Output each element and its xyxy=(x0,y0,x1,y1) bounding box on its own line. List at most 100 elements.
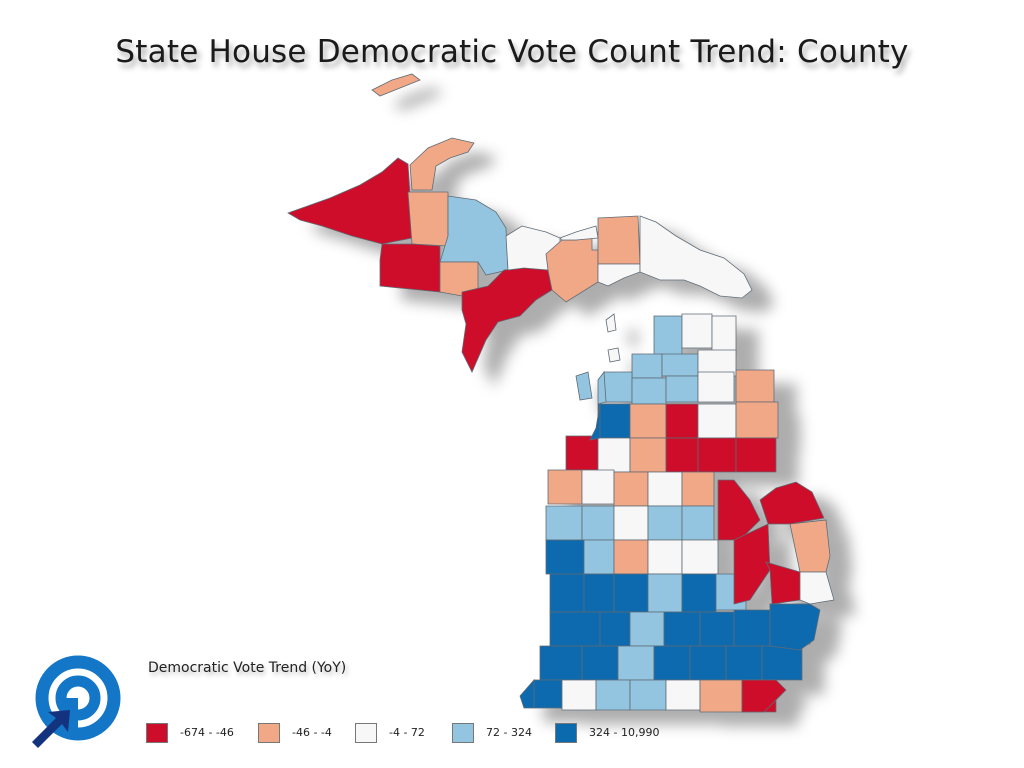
county xyxy=(595,679,631,711)
county xyxy=(765,561,801,605)
county xyxy=(799,571,835,605)
county xyxy=(681,313,713,349)
county xyxy=(549,573,585,613)
county xyxy=(697,437,737,473)
legend-title: Democratic Vote Trend (YoY) xyxy=(148,660,347,676)
county xyxy=(647,471,683,507)
legend-label: -674 - -46 xyxy=(180,726,234,739)
county xyxy=(581,505,615,541)
county xyxy=(697,371,735,403)
county xyxy=(725,645,763,681)
county xyxy=(597,263,641,287)
county xyxy=(639,215,753,299)
county xyxy=(761,645,803,681)
county xyxy=(681,505,715,541)
county xyxy=(539,645,583,681)
county xyxy=(789,519,831,573)
county xyxy=(629,437,667,473)
county xyxy=(699,611,735,647)
county xyxy=(647,505,683,541)
county xyxy=(613,573,649,613)
legend-label: 324 - 10,990 xyxy=(589,726,660,739)
county xyxy=(545,505,583,541)
county xyxy=(733,523,771,605)
county xyxy=(575,371,593,401)
county xyxy=(681,539,719,575)
county xyxy=(613,471,649,507)
county xyxy=(653,645,691,681)
legend-swatch xyxy=(355,723,377,743)
county xyxy=(733,609,771,647)
county xyxy=(697,403,737,439)
upper-peninsula xyxy=(287,73,753,373)
county xyxy=(599,611,631,647)
legend-swatch xyxy=(555,723,577,743)
county xyxy=(631,353,663,379)
county xyxy=(603,371,633,403)
county xyxy=(597,370,607,405)
lower-peninsula xyxy=(519,313,835,713)
county xyxy=(547,469,583,505)
county xyxy=(661,353,699,377)
county xyxy=(371,73,421,97)
county xyxy=(735,369,775,403)
county xyxy=(681,471,715,507)
county xyxy=(759,481,825,525)
county xyxy=(689,645,727,681)
circular-arrow-logo xyxy=(32,655,121,748)
county xyxy=(665,375,699,403)
county xyxy=(605,313,617,333)
map-title: State House Democratic Vote Count Trend:… xyxy=(115,34,909,70)
county xyxy=(581,469,615,505)
county xyxy=(617,645,655,681)
county xyxy=(629,403,667,439)
legend-swatch xyxy=(452,723,474,743)
county xyxy=(559,225,599,241)
county xyxy=(583,539,615,575)
county xyxy=(613,505,649,541)
county xyxy=(439,195,509,276)
county xyxy=(741,679,787,713)
county xyxy=(769,603,821,651)
county xyxy=(735,401,779,439)
county xyxy=(629,611,665,647)
legend-swatch xyxy=(258,723,280,743)
county xyxy=(607,347,621,363)
county xyxy=(549,611,601,647)
county xyxy=(631,377,667,405)
legend-swatch xyxy=(146,723,168,743)
county xyxy=(597,437,631,473)
county xyxy=(699,679,743,713)
legend-label: -4 - 72 xyxy=(389,726,425,739)
county xyxy=(597,403,631,439)
county xyxy=(581,645,619,681)
county xyxy=(647,539,683,575)
county xyxy=(665,679,701,711)
county xyxy=(597,215,641,265)
county xyxy=(545,539,585,575)
county xyxy=(409,137,475,191)
county xyxy=(589,403,601,441)
county xyxy=(665,403,699,439)
county xyxy=(613,539,649,575)
county xyxy=(407,191,449,247)
county xyxy=(583,573,615,613)
county xyxy=(379,243,441,293)
county xyxy=(711,315,737,355)
county xyxy=(647,573,683,613)
county xyxy=(533,679,563,709)
county xyxy=(545,237,599,303)
county xyxy=(565,435,599,471)
county xyxy=(665,437,699,473)
county xyxy=(663,611,701,647)
county xyxy=(735,437,777,473)
county xyxy=(287,157,413,245)
county xyxy=(717,479,761,541)
legend-label: -46 - -4 xyxy=(292,726,332,739)
county xyxy=(519,678,535,709)
county xyxy=(681,573,717,613)
county xyxy=(561,679,597,711)
legend-label: 72 - 324 xyxy=(486,726,532,739)
county xyxy=(629,679,667,711)
